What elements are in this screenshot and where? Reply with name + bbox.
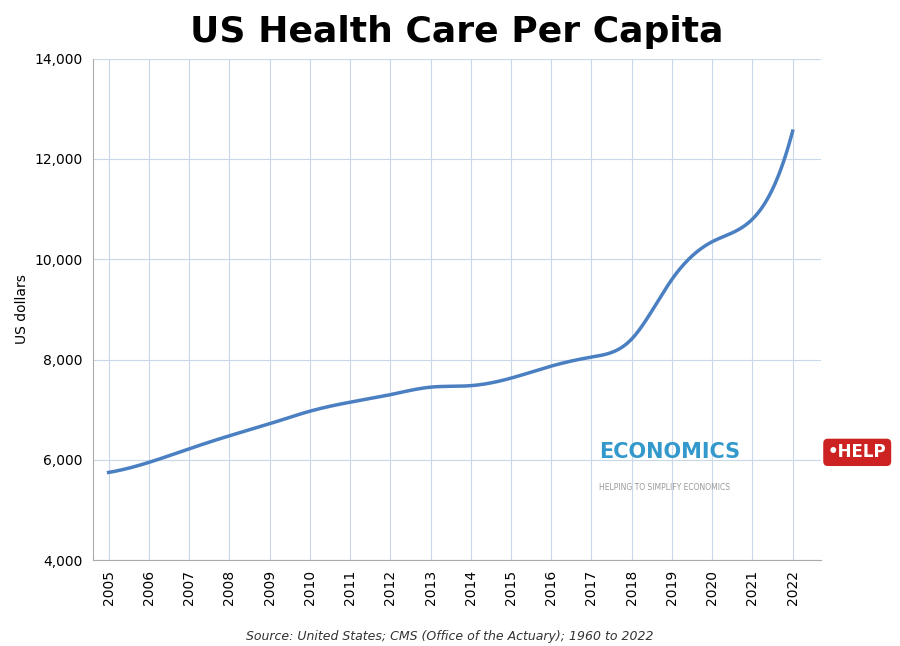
Text: HELPING TO SIMPLIFY ECONOMICS: HELPING TO SIMPLIFY ECONOMICS [598, 483, 730, 492]
Text: Source: United States; CMS (Office of the Actuary); 1960 to 2022: Source: United States; CMS (Office of th… [247, 630, 653, 643]
Text: •HELP: •HELP [828, 443, 886, 461]
Y-axis label: US dollars: US dollars [15, 275, 29, 344]
Title: US Health Care Per Capita: US Health Care Per Capita [190, 15, 724, 49]
Text: ECONOMICS: ECONOMICS [598, 443, 740, 463]
